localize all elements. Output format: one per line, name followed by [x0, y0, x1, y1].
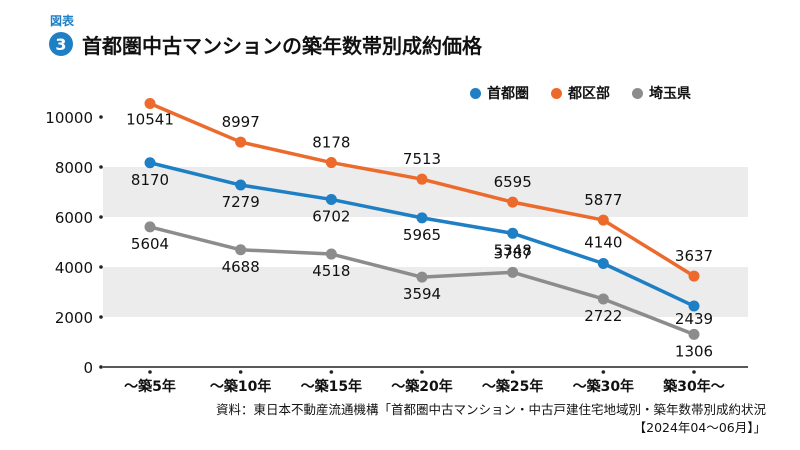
data-label: 8178 [312, 134, 350, 152]
data-label: 8997 [222, 113, 260, 131]
data-point [144, 221, 156, 233]
source-line-1: 資料：東日本不動産流通機構「首都圏中古マンション・中古戸建住宅地域別・築年数帯別… [215, 402, 766, 417]
figure-number-badge: 3 [49, 32, 73, 56]
data-point [235, 244, 247, 256]
data-label: 5965 [403, 226, 441, 244]
y-tick-mark [99, 265, 103, 269]
legend-label-shutoken: 首都圏 [487, 86, 529, 102]
x-tick-mark [510, 370, 515, 374]
data-label: 5877 [584, 191, 622, 209]
legend-label-tokubu: 都区部 [568, 86, 610, 102]
legend-marker-tokubu [551, 87, 562, 99]
data-point [597, 214, 609, 226]
data-label: 3787 [494, 244, 532, 262]
data-label: 4688 [222, 258, 260, 276]
data-point [416, 271, 428, 283]
figure-label: 図表 [50, 14, 75, 28]
x-tick-label: ～築5年 [124, 378, 176, 395]
y-tick-label: 0 [83, 359, 93, 377]
x-tick-mark [238, 370, 243, 374]
data-point [325, 248, 337, 260]
y-tick-mark [99, 365, 103, 369]
legend-marker-saitama [632, 87, 643, 99]
x-tick-label: ～築25年 [482, 378, 543, 395]
data-label: 5604 [131, 235, 169, 253]
data-label: 6595 [494, 173, 532, 191]
x-tick-label: ～築20年 [391, 378, 452, 395]
data-point [597, 293, 609, 305]
x-tick-mark [329, 370, 334, 374]
y-tick-label: 2000 [55, 309, 93, 327]
legend-marker-shutoken [470, 87, 481, 99]
source-note: 資料：東日本不動産流通機構「首都圏中古マンション・中古戸建住宅地域別・築年数帯別… [216, 401, 766, 437]
source-line-2: 【2024年04～06月】」 [633, 420, 766, 435]
data-label: 5348 [494, 241, 532, 259]
legend-item-tokubu: 都区部 [551, 83, 610, 103]
y-tick-label: 6000 [55, 209, 93, 227]
data-point [325, 193, 337, 205]
x-tick-label: ～築15年 [301, 378, 362, 395]
data-label: 2722 [584, 307, 622, 325]
data-point [235, 179, 247, 191]
data-label: 8170 [131, 171, 169, 189]
data-point [688, 270, 700, 282]
x-tick-mark [148, 370, 152, 374]
chart-title: 首都圏中古マンションの築年数帯別成約価格 [82, 34, 482, 58]
x-tick-mark [420, 370, 424, 374]
data-point [688, 328, 700, 340]
data-point [507, 227, 519, 239]
legend-item-shutoken: 首都圏 [470, 83, 529, 103]
legend-label-saitama: 埼玉県 [649, 86, 691, 102]
data-point [597, 258, 609, 269]
x-tick-label: ～築30年 [573, 378, 634, 395]
x-tick-label: 築30年～ [662, 378, 724, 395]
data-label: 3594 [403, 285, 441, 303]
y-tick-mark [99, 165, 103, 169]
data-label: 6702 [312, 207, 350, 225]
data-point [144, 97, 156, 109]
legend-item-saitama: 埼玉県 [632, 83, 691, 103]
data-point [144, 157, 156, 169]
data-point [416, 212, 428, 224]
data-point [507, 266, 519, 278]
y-tick-mark [99, 315, 103, 319]
data-label: 3637 [675, 247, 713, 265]
x-tick-mark [692, 370, 696, 374]
data-label: 4140 [584, 234, 622, 252]
legend: 首都圏 都区部 埼玉県 [470, 83, 691, 103]
data-label: 2439 [675, 310, 713, 328]
data-point [507, 196, 519, 208]
data-point [416, 173, 428, 185]
data-label: 10541 [126, 110, 174, 128]
y-tick-label: 10000 [45, 109, 93, 127]
x-tick-mark [601, 370, 606, 374]
y-tick-label: 4000 [55, 259, 93, 277]
data-label: 7279 [222, 193, 260, 211]
y-tick-mark [99, 115, 103, 119]
data-point [325, 157, 337, 169]
data-label: 1306 [675, 342, 713, 360]
data-point [235, 136, 247, 148]
data-point [688, 300, 700, 312]
data-label: 7513 [403, 150, 441, 168]
x-tick-label: ～築10年 [210, 378, 271, 395]
data-label: 4518 [312, 262, 350, 280]
y-tick-mark [99, 215, 103, 219]
y-tick-label: 8000 [55, 159, 93, 177]
